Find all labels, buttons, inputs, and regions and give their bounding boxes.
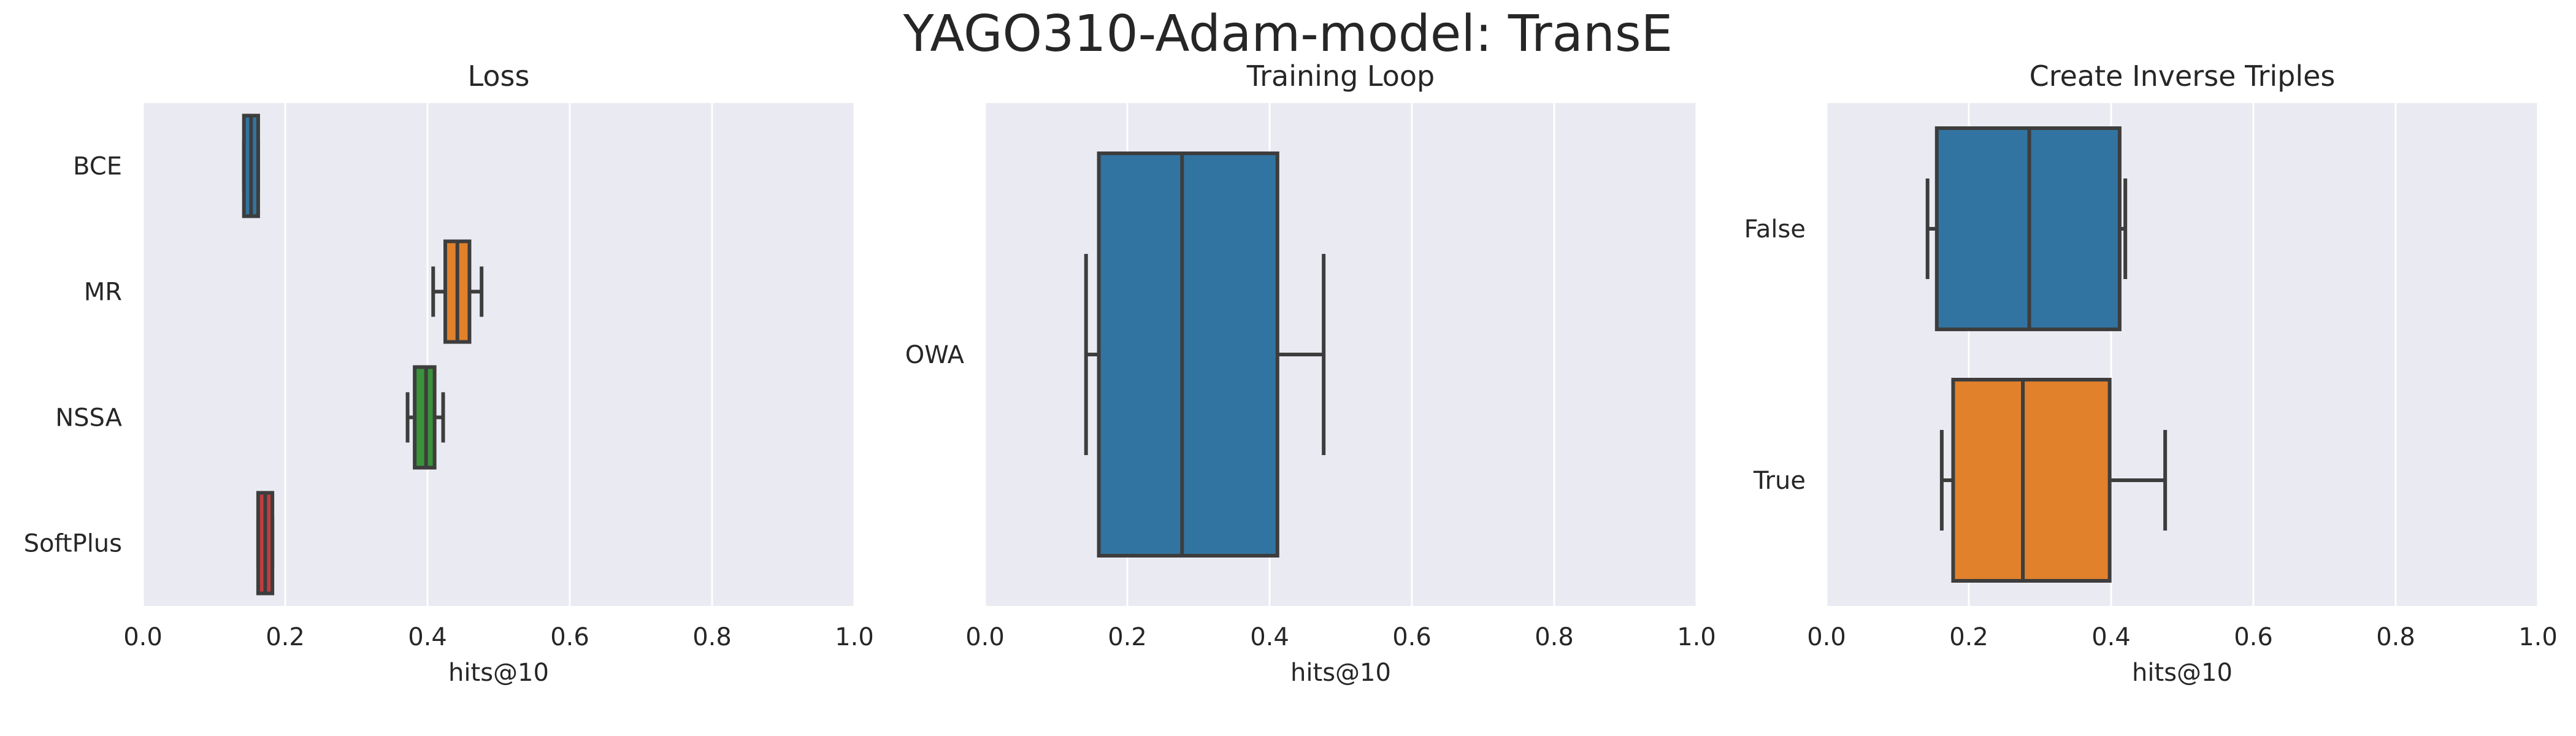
x-tick-label: 0.0: [1807, 623, 1846, 651]
panel-title: Training Loop: [1246, 59, 1435, 93]
x-tick-label: 0.6: [550, 623, 589, 651]
box-False: False: [1744, 126, 2128, 331]
x-tick-label: 0.6: [1392, 623, 1432, 651]
x-tick-label: 0.2: [1949, 623, 1988, 651]
x-tick-label: 0.8: [2376, 623, 2415, 651]
box-MR: MR: [84, 239, 484, 344]
x-tick-label: 0.2: [1108, 623, 1147, 651]
box-NSSA: NSSA: [55, 365, 445, 470]
box-SoftPlus: SoftPlus: [24, 491, 275, 596]
box-True: True: [1753, 378, 2168, 583]
x-axis-label: hits@10: [448, 659, 549, 687]
box-BCE: BCE: [73, 113, 260, 218]
x-tick-label: 0.4: [2091, 623, 2131, 651]
x-tick-label: 0.8: [1535, 623, 1574, 651]
panel-3: 0.0 0.2 0.4 0.6 0.8 1.0 Create Inverse Triples…: [1744, 59, 2558, 687]
category-label: BCE: [73, 153, 122, 181]
x-tick-label: 1.0: [2518, 623, 2558, 651]
category-label: NSSA: [55, 404, 122, 432]
panel-title: Loss: [468, 59, 530, 93]
x-tick-label: 0.6: [2234, 623, 2273, 651]
panel-1: 0.0 0.2 0.4 0.6 0.8 1.0 Loss hits@10 BCE MR NSSA So…: [24, 59, 874, 687]
x-tick-label: 1.0: [1677, 623, 1716, 651]
x-tick-label: 0.4: [408, 623, 447, 651]
iqr-box: [1097, 151, 1279, 558]
category-label: SoftPlus: [24, 530, 122, 558]
category-label: OWA: [905, 341, 965, 369]
iqr-box: [1951, 378, 2112, 583]
panel-2: 0.0 0.2 0.4 0.6 0.8 1.0 Training Loop hits@10 OW…: [905, 59, 1716, 687]
plot-area: [1827, 103, 2538, 606]
x-tick-label: 0.0: [123, 623, 163, 651]
x-tick-label: 0.0: [965, 623, 1005, 651]
x-axis-label: hits@10: [1290, 659, 1391, 687]
x-tick-label: 1.0: [835, 623, 874, 651]
panel-title: Create Inverse Triples: [2030, 59, 2336, 93]
x-tick-label: 0.8: [692, 623, 732, 651]
x-tick-label: 0.4: [1250, 623, 1289, 651]
category-label: True: [1753, 467, 1806, 495]
box-OWA: OWA: [905, 151, 1326, 558]
x-axis-label: hits@10: [2132, 659, 2233, 687]
figure-title: YAGO310-Adam-model: TransE: [903, 5, 1673, 63]
category-label: False: [1744, 215, 1806, 243]
x-tick-label: 0.2: [266, 623, 305, 651]
category-label: MR: [84, 278, 122, 307]
